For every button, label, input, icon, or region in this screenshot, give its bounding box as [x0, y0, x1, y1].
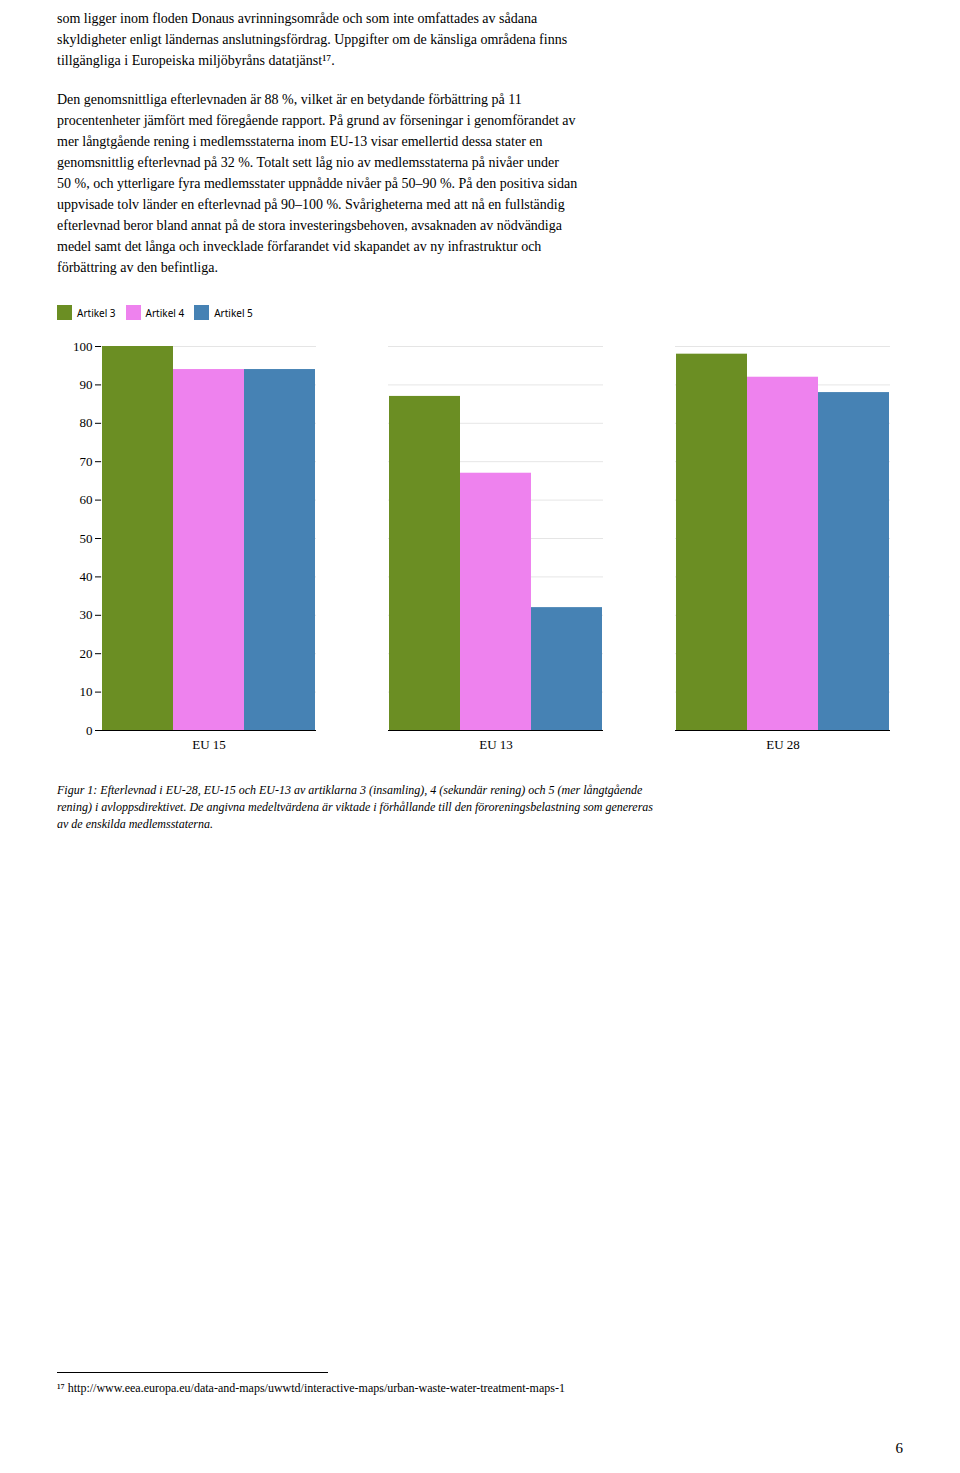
html-text:genomsnittlig efterlevnad på 3: genomsnittlig efterlevnad på 32 %. Total… [57, 155, 559, 170]
svg-text:10: 10 [80, 684, 93, 699]
svg-text:90: 90 [80, 377, 93, 392]
svg-text:EU 28: EU 28 [766, 737, 800, 752]
svg-text:EU 15: EU 15 [192, 737, 226, 752]
html-text:Artikel 3: Artikel 3 [77, 305, 116, 320]
html-text:uppvisade tolv länder en efter: uppvisade tolv länder en efterlevnad på … [57, 197, 565, 212]
svg-text:0: 0 [86, 723, 93, 738]
svg-text:70: 70 [80, 454, 93, 469]
svg-text:EU 13: EU 13 [479, 737, 513, 752]
svg-text:80: 80 [80, 415, 93, 430]
svg-text:40: 40 [80, 569, 93, 584]
html-text:tillgängliga i Europeiska milj: tillgängliga i Europeiska miljöbyråns da… [57, 53, 335, 68]
html-text:procentenheter jämfört med för: procentenheter jämfört med föregående ra… [57, 113, 576, 128]
svg-text:100: 100 [73, 339, 93, 354]
svg-text:20: 20 [80, 646, 93, 661]
html-text:Den genomsnittliga efterlevnad: Den genomsnittliga efterlevnaden är 88 %… [57, 92, 522, 107]
html-text:Artikel 4: Artikel 4 [145, 305, 185, 320]
html-text:6: 6 [895, 1440, 903, 1456]
html-text:som ligger inom floden Donaus: som ligger inom floden Donaus avrinnings… [57, 11, 538, 26]
html-text:förbättring av den befintliga.: förbättring av den befintliga. [57, 260, 218, 275]
svg-text:30: 30 [80, 607, 93, 622]
svg-text:50: 50 [80, 531, 93, 546]
html-text:50 %, och ytterligare fyra med: 50 %, och ytterligare fyra medlemsstater… [57, 176, 578, 191]
html-text:¹⁷ http://www.eea.europa.eu/da: ¹⁷ http://www.eea.europa.eu/data-and-map… [57, 1381, 565, 1395]
svg-text:60: 60 [80, 492, 93, 507]
html-text:mer långtgående rening i medle: mer långtgående rening i medlemsstaterna… [57, 134, 543, 149]
html-text:efterlevnad beror bland annat: efterlevnad beror bland annat på de stor… [57, 218, 562, 233]
html-text:skyldigheter enligt ländernas: skyldigheter enligt ländernas anslutning… [57, 32, 568, 47]
html-text:Figur 1: Efterlevnad i EU-28,: Figur 1: Efterlevnad i EU-28, EU-15 och … [57, 783, 643, 797]
html-text:Artikel 5: Artikel 5 [214, 305, 253, 320]
html-text:av de enskilda medlemsstaterna: av de enskilda medlemsstaterna. [57, 817, 213, 831]
html-text:rening) i avloppsdirektivet. D: rening) i avloppsdirektivet. De angivna … [57, 800, 653, 814]
html-text:medel samt det långa och invec: medel samt det långa och invecklade förf… [57, 239, 542, 254]
